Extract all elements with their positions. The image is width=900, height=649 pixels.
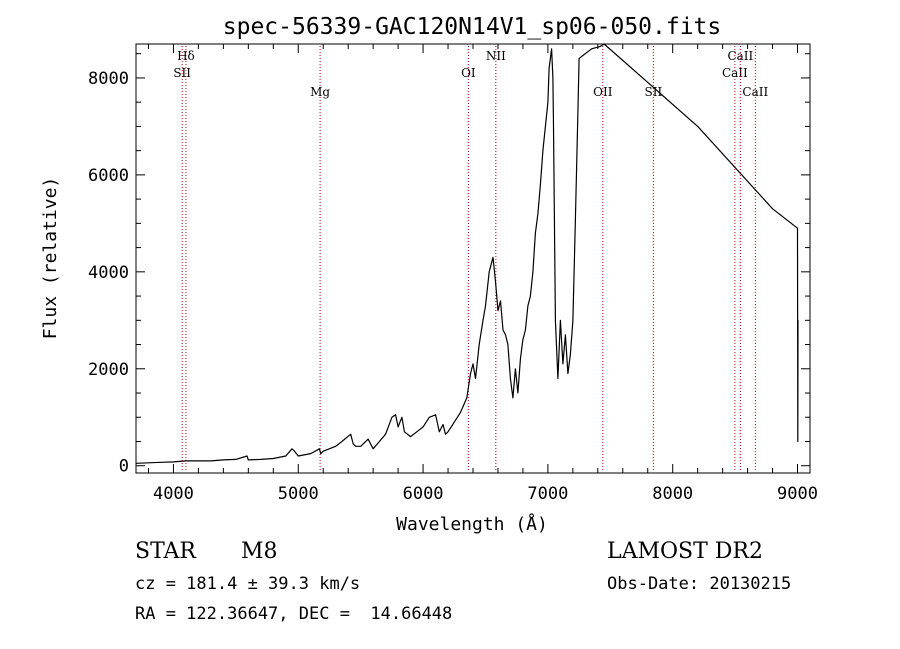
y-tick-label: 4000: [88, 263, 129, 283]
marker-label: CaII: [727, 49, 753, 63]
coordinates: RA = 122.36647, DEC = 14.66448: [135, 604, 453, 624]
y-tick-label: 2000: [88, 360, 129, 380]
observation-date: Obs-Date: 20130215: [607, 574, 792, 594]
marker-label: CaII: [722, 66, 748, 80]
marker-label: SII: [173, 66, 191, 80]
x-tick-label: 5000: [278, 484, 319, 504]
plot-frame: [135, 43, 811, 474]
y-tick-label: 0: [119, 457, 129, 477]
y-tick-label: 8000: [88, 69, 129, 89]
series-layer: [135, 43, 799, 464]
x-tick-label: 6000: [403, 484, 444, 504]
marker-label: NII: [486, 49, 506, 63]
object-subclass: M8: [241, 539, 278, 564]
axes: 4000 5000 6000 7000 8000 9000 0 2000 4000 6000 800…: [88, 43, 818, 504]
x-axis-label: Wavelength (Å): [396, 513, 548, 535]
marker-label: Hδ: [177, 49, 195, 63]
object-class: STAR: [135, 539, 196, 564]
survey-name: LAMOST DR2: [607, 539, 763, 564]
line-markers: Hδ SII Mg OI NII OII SII CaII CaII CaII: [173, 46, 768, 471]
marker-label: OI: [461, 66, 476, 80]
x-tick-label: 9000: [777, 484, 818, 504]
y-tick-label: 6000: [88, 166, 129, 186]
x-tick-label: 7000: [527, 484, 568, 504]
x-tick-label: 4000: [153, 484, 194, 504]
spectrum-line: [135, 43, 799, 464]
marker-label: CaII: [742, 85, 768, 99]
redshift-velocity: cz = 181.4 ± 39.3 km/s: [135, 574, 361, 594]
chart-title: spec-56339-GAC120N14V1_sp06-050.fits: [223, 14, 722, 40]
marker-label: Mg: [310, 85, 330, 99]
marker-label: OII: [593, 85, 613, 99]
marker-label: SII: [645, 85, 663, 99]
x-tick-label: 8000: [652, 484, 693, 504]
y-axis-label: Flux (relative): [40, 177, 61, 340]
